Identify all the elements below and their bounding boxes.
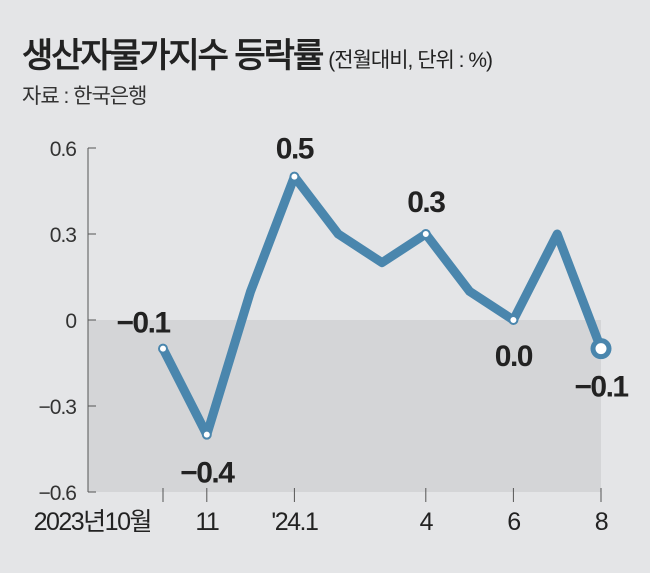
data-label: −0.4 xyxy=(180,457,235,490)
data-label: 0.0 xyxy=(495,340,533,373)
y-tick-label: 0.3 xyxy=(50,224,77,247)
x-tick-label: 8 xyxy=(595,508,608,536)
chart-subtitle: (전월대비, 단위 : %) xyxy=(328,49,493,72)
x-tick-label: 2023년10월 xyxy=(34,508,151,536)
data-point-marker xyxy=(158,343,168,354)
data-point-marker xyxy=(289,171,300,182)
y-tick-label: −0.6 xyxy=(39,482,77,505)
data-label: 0.5 xyxy=(276,133,314,166)
y-tick-label: −0.3 xyxy=(39,396,77,419)
chart-title: 생산자물가지수 등락률 (전월대비, 단위 : %) xyxy=(22,28,493,77)
data-label: −0.1 xyxy=(116,307,170,340)
data-point-marker xyxy=(590,338,612,360)
data-label: −0.1 xyxy=(574,371,628,404)
data-label: 0.3 xyxy=(407,186,445,219)
negative-region xyxy=(88,320,601,492)
x-tick-label: '24.1 xyxy=(271,508,318,536)
data-point-marker xyxy=(420,229,431,239)
x-tick-label: 6 xyxy=(507,508,520,536)
x-tick-label: 4 xyxy=(420,508,434,536)
title-text: 생산자물가지수 등락률 xyxy=(22,37,324,75)
y-tick-label: 0 xyxy=(65,310,76,333)
chart-source: 자료 : 한국은행 xyxy=(22,85,147,108)
y-tick-label: 0.6 xyxy=(50,138,77,161)
x-tick-label: 11 xyxy=(195,508,219,536)
series-line xyxy=(158,172,606,440)
data-point-marker xyxy=(201,429,212,440)
data-point-marker xyxy=(508,315,519,325)
